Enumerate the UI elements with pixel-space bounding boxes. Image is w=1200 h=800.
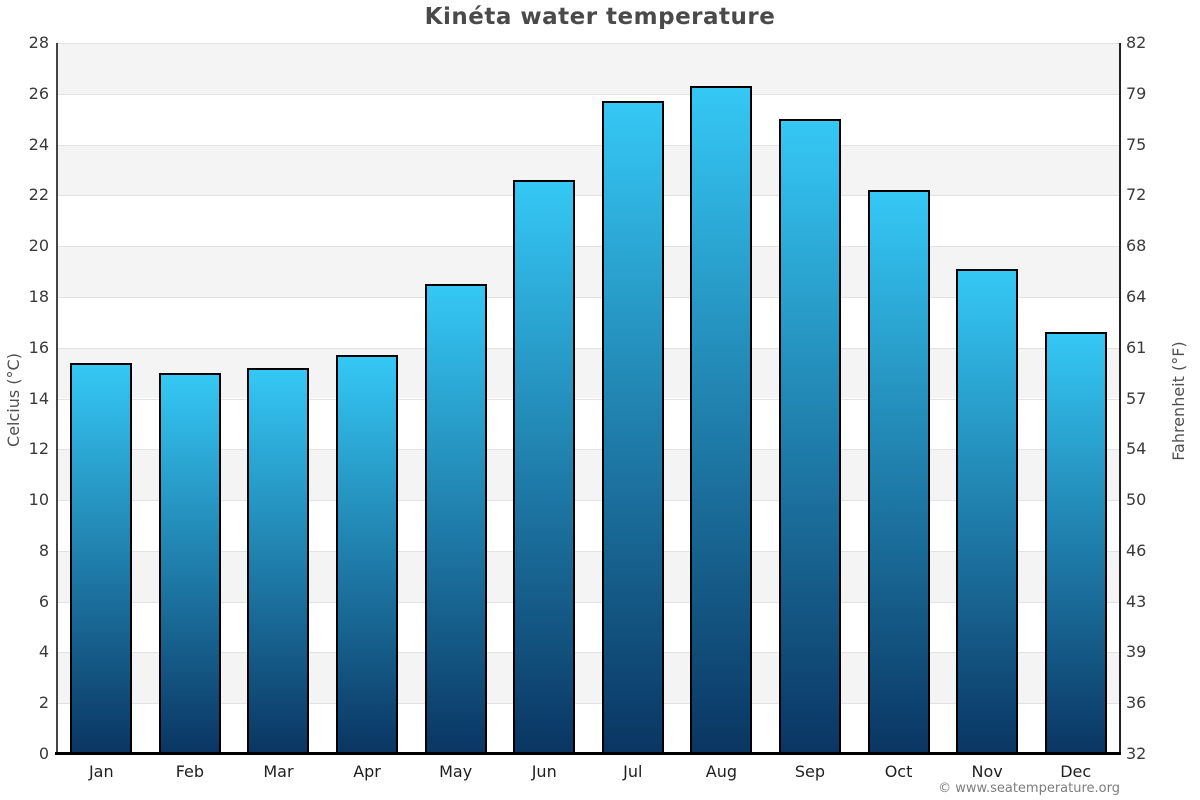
y-tick-label-fahrenheit: 39 [1126, 642, 1147, 662]
plot-band [57, 652, 1120, 704]
x-tick-label-sep: Sep [794, 762, 826, 781]
plot-band [57, 195, 1120, 247]
y-tick-label-celsius: 26 [28, 83, 49, 103]
plot-band [57, 601, 1120, 653]
y-tick-label-celsius: 24 [28, 134, 49, 154]
plot-band [57, 296, 1120, 348]
chart-title: Kinéta water temperature [424, 4, 776, 30]
y-tick-label-fahrenheit: 43 [1126, 591, 1147, 611]
y-tick-label-fahrenheit: 54 [1126, 439, 1147, 459]
plot-band [57, 449, 1120, 501]
y-tick-label-fahrenheit: 72 [1126, 185, 1147, 205]
gridline [57, 399, 1120, 400]
plot-band [57, 550, 1120, 602]
y-axis-label-celsius: Celcius (°C) [4, 353, 23, 447]
gridline [57, 94, 1120, 95]
plot-band [57, 93, 1120, 145]
x-tick-label-nov: Nov [971, 762, 1003, 781]
x-tick-label-oct: Oct [884, 762, 913, 781]
gridline [57, 43, 1120, 44]
gridline [57, 551, 1120, 552]
bar-aug [690, 86, 753, 754]
bar-sep [778, 119, 841, 754]
gridline [57, 449, 1120, 450]
y-tick-label-fahrenheit: 36 [1126, 693, 1147, 713]
y-tick-label-fahrenheit: 75 [1126, 134, 1147, 154]
y-tick-label-celsius: 18 [28, 286, 49, 306]
y-tick-label-celsius: 10 [28, 490, 49, 510]
y-tick-label-celsius: 20 [28, 236, 49, 256]
x-tick-label-jan: Jan [88, 762, 114, 781]
plot-band [57, 246, 1120, 297]
x-tick-label-jul: Jul [623, 762, 643, 781]
bar-jul [601, 101, 664, 754]
plot-band [57, 398, 1120, 450]
bar-jun [513, 180, 576, 754]
y-tick-label-celsius: 22 [28, 185, 49, 205]
gridline [57, 195, 1120, 196]
y-tick-label-celsius: 2 [38, 693, 49, 713]
gridline [57, 500, 1120, 501]
copyright-text: © www.seatemperature.org [938, 781, 1120, 796]
bar-apr [336, 355, 399, 754]
x-tick-label-may: May [439, 762, 473, 781]
x-tick-label-apr: Apr [353, 762, 381, 781]
y-tick-label-celsius: 6 [38, 591, 49, 611]
x-tick-label-mar: Mar [263, 762, 294, 781]
gridline [57, 652, 1120, 653]
gridline [57, 703, 1120, 704]
bar-jan [70, 362, 133, 754]
y-tick-label-celsius: 4 [38, 642, 49, 662]
plot-band [57, 144, 1120, 196]
y-tick-label-fahrenheit: 68 [1126, 236, 1147, 256]
y-tick-label-fahrenheit: 64 [1126, 286, 1147, 306]
y-axis-line-left [56, 43, 58, 754]
y-axis-label-fahrenheit: Fahrenheit (°F) [1169, 341, 1188, 461]
y-tick-label-celsius: 0 [38, 744, 49, 763]
y-tick-label-celsius: 28 [28, 33, 49, 52]
gridline [57, 145, 1120, 146]
bar-feb [158, 373, 221, 754]
x-tick-label-dec: Dec [1060, 762, 1092, 781]
y-tick-label-celsius: 8 [38, 540, 49, 560]
plot-band [57, 347, 1120, 399]
plot-band [57, 43, 1120, 94]
x-tick-label-aug: Aug [705, 762, 737, 781]
gridline [57, 602, 1120, 603]
y-tick-label-fahrenheit: 82 [1126, 33, 1147, 52]
bar-mar [247, 368, 310, 754]
y-tick-label-fahrenheit: 46 [1126, 540, 1147, 560]
y-tick-label-celsius: 12 [28, 439, 49, 459]
bar-dec [1044, 332, 1107, 754]
gridline [57, 246, 1120, 247]
y-tick-label-fahrenheit: 61 [1126, 337, 1147, 357]
y-tick-label-celsius: 16 [28, 337, 49, 357]
y-tick-label-fahrenheit: 57 [1126, 388, 1147, 408]
plot-band [57, 500, 1120, 551]
y-tick-label-fahrenheit: 50 [1126, 490, 1147, 510]
x-axis-baseline [55, 752, 1121, 755]
bar-oct [867, 190, 930, 754]
bar-may [424, 284, 487, 754]
y-tick-label-fahrenheit: 32 [1126, 744, 1147, 763]
plot-band [57, 703, 1120, 754]
gridline [57, 348, 1120, 349]
x-tick-label-jun: Jun [531, 762, 557, 781]
y-tick-label-celsius: 14 [28, 388, 49, 408]
y-axis-line-right [1119, 43, 1121, 754]
y-tick-label-fahrenheit: 79 [1126, 83, 1147, 103]
x-tick-label-feb: Feb [175, 762, 205, 781]
gridline [57, 297, 1120, 298]
bar-nov [956, 268, 1019, 754]
